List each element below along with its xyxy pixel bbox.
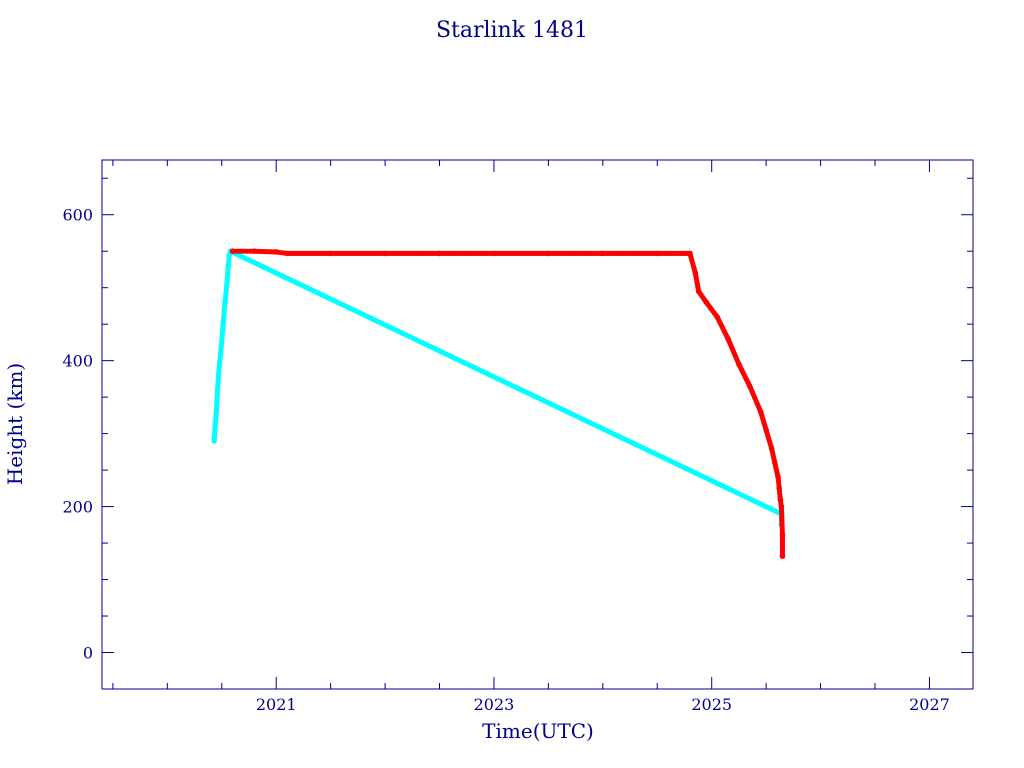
y-tick-label: 600	[62, 206, 93, 225]
y-axis-label: Height (km)	[3, 363, 27, 485]
series-1	[229, 248, 786, 560]
plot-frame	[101, 159, 974, 690]
y-tick-label: 400	[62, 352, 93, 371]
x-tick-label: 2027	[909, 695, 950, 714]
axis-tick-labels: 2021 2023 2025 2027 0 200 400 600	[62, 206, 949, 714]
axis-ticks	[102, 160, 973, 690]
series-0	[211, 248, 785, 528]
x-tick-label: 2021	[256, 695, 297, 714]
y-tick-label: 200	[62, 498, 93, 517]
data-points	[211, 248, 786, 560]
chart-title: Starlink 1481	[436, 18, 588, 43]
y-tick-label: 0	[83, 644, 93, 663]
x-tick-label: 2025	[691, 695, 732, 714]
data-point	[779, 553, 786, 560]
x-axis-label: Time(UTC)	[482, 719, 594, 743]
x-tick-label: 2023	[474, 695, 515, 714]
